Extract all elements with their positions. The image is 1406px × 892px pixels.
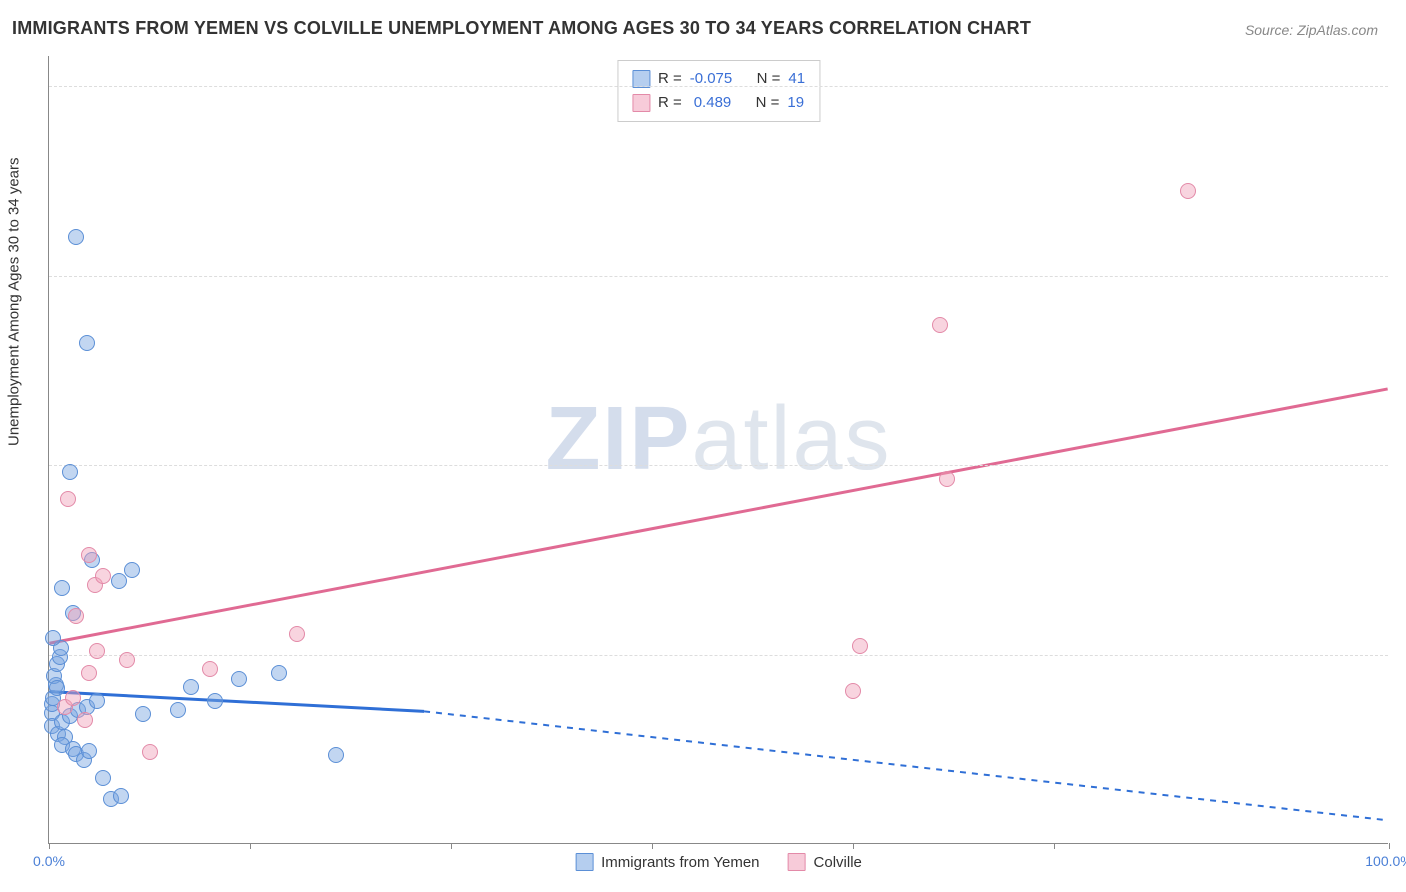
x-tick	[1389, 843, 1390, 849]
x-tick-label: 0.0%	[33, 853, 65, 869]
data-point-yemen	[68, 229, 84, 245]
watermark: ZIPatlas	[545, 388, 891, 491]
plot-area: ZIPatlas R = -0.075 N = 41 R = 0.489 N =…	[48, 56, 1388, 844]
grid-line	[49, 86, 1388, 87]
data-point-colville	[95, 568, 111, 584]
data-point-colville	[89, 643, 105, 659]
x-tick	[250, 843, 251, 849]
n-value-colville: 19	[787, 91, 804, 115]
data-point-colville	[60, 491, 76, 507]
data-point-yemen	[183, 679, 199, 695]
x-tick	[652, 843, 653, 849]
data-point-colville	[119, 652, 135, 668]
data-point-colville	[202, 661, 218, 677]
x-tick-label: 100.0%	[1365, 853, 1406, 869]
r-value-colville: 0.489	[694, 91, 732, 115]
n-label: N =	[757, 67, 781, 91]
data-point-colville	[852, 638, 868, 654]
r-label: R =	[658, 91, 682, 115]
data-point-yemen	[62, 464, 78, 480]
swatch-pink-icon	[632, 94, 650, 112]
data-point-yemen	[271, 665, 287, 681]
data-point-yemen	[79, 335, 95, 351]
n-value-yemen: 41	[788, 67, 805, 91]
data-point-yemen	[135, 706, 151, 722]
trend-line-colville	[49, 389, 1387, 643]
x-tick	[853, 843, 854, 849]
data-point-colville	[65, 690, 81, 706]
watermark-light: atlas	[691, 389, 891, 489]
r-value-yemen: -0.075	[690, 67, 733, 91]
data-point-colville	[68, 608, 84, 624]
data-point-yemen	[113, 788, 129, 804]
chart-title: IMMIGRANTS FROM YEMEN VS COLVILLE UNEMPL…	[12, 18, 1031, 39]
data-point-colville	[932, 317, 948, 333]
swatch-pink-icon	[788, 853, 806, 871]
legend-row-colville: R = 0.489 N = 19	[632, 91, 805, 115]
data-point-colville	[289, 626, 305, 642]
grid-line	[49, 465, 1388, 466]
data-point-yemen	[170, 702, 186, 718]
data-point-yemen	[89, 693, 105, 709]
data-point-colville	[939, 471, 955, 487]
n-label: N =	[756, 91, 780, 115]
data-point-colville	[81, 547, 97, 563]
correlation-legend: R = -0.075 N = 41 R = 0.489 N = 19	[617, 60, 820, 122]
trend-line-yemen	[49, 692, 424, 712]
trend-lines-svg	[49, 56, 1388, 843]
x-tick	[49, 843, 50, 849]
data-point-yemen	[95, 770, 111, 786]
data-point-yemen	[328, 747, 344, 763]
x-tick	[1054, 843, 1055, 849]
data-point-yemen	[207, 693, 223, 709]
legend-label-yemen: Immigrants from Yemen	[601, 854, 759, 871]
data-point-yemen	[231, 671, 247, 687]
legend-label-colville: Colville	[814, 854, 862, 871]
grid-line	[49, 276, 1388, 277]
legend-row-yemen: R = -0.075 N = 41	[632, 67, 805, 91]
swatch-blue-icon	[575, 853, 593, 871]
data-point-yemen	[54, 580, 70, 596]
data-point-colville	[77, 712, 93, 728]
source-attribution: Source: ZipAtlas.com	[1245, 22, 1378, 38]
data-point-yemen	[124, 562, 140, 578]
data-point-yemen	[45, 630, 61, 646]
data-point-yemen	[49, 680, 65, 696]
data-point-colville	[81, 665, 97, 681]
data-point-colville	[845, 683, 861, 699]
data-point-colville	[142, 744, 158, 760]
data-point-colville	[1180, 183, 1196, 199]
swatch-blue-icon	[632, 70, 650, 88]
data-point-yemen	[81, 743, 97, 759]
y-axis-label: Unemployment Among Ages 30 to 34 years	[6, 157, 23, 446]
grid-line	[49, 655, 1388, 656]
x-tick	[451, 843, 452, 849]
r-label: R =	[658, 67, 682, 91]
series-legend: Immigrants from Yemen Colville	[575, 853, 862, 871]
trend-line-yemen-dashed	[424, 711, 1388, 820]
data-point-yemen	[111, 573, 127, 589]
watermark-bold: ZIP	[545, 389, 691, 489]
